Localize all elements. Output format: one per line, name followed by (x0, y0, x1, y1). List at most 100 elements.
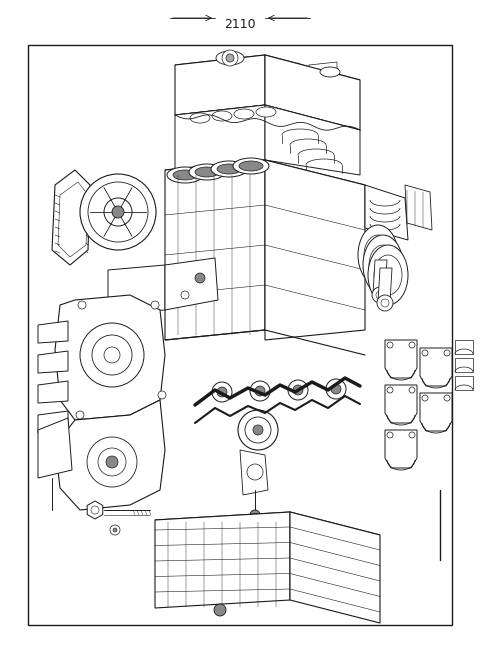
Ellipse shape (409, 342, 415, 348)
Ellipse shape (387, 342, 393, 348)
Polygon shape (175, 55, 360, 90)
Ellipse shape (217, 164, 241, 174)
Ellipse shape (409, 432, 415, 438)
Polygon shape (155, 512, 290, 608)
Ellipse shape (104, 347, 120, 363)
Polygon shape (455, 376, 473, 390)
Ellipse shape (363, 235, 403, 295)
Ellipse shape (80, 323, 144, 387)
Ellipse shape (226, 54, 234, 62)
Ellipse shape (409, 387, 415, 393)
Polygon shape (365, 185, 408, 240)
Polygon shape (52, 170, 90, 265)
Polygon shape (405, 185, 432, 230)
Polygon shape (265, 160, 365, 340)
Ellipse shape (444, 350, 450, 356)
Ellipse shape (255, 386, 265, 396)
Polygon shape (165, 160, 265, 340)
Ellipse shape (91, 506, 99, 514)
Ellipse shape (381, 299, 389, 307)
Ellipse shape (331, 384, 341, 394)
Ellipse shape (110, 525, 120, 535)
Polygon shape (420, 348, 452, 386)
Polygon shape (55, 295, 165, 420)
Text: 2110: 2110 (224, 18, 256, 32)
Ellipse shape (293, 385, 303, 395)
Polygon shape (38, 411, 68, 433)
Polygon shape (378, 268, 392, 303)
Ellipse shape (377, 295, 393, 311)
Ellipse shape (320, 67, 340, 77)
Polygon shape (265, 105, 360, 175)
Polygon shape (58, 182, 88, 257)
Ellipse shape (76, 411, 84, 419)
Polygon shape (265, 55, 360, 130)
Ellipse shape (78, 301, 86, 309)
Polygon shape (55, 400, 165, 510)
Polygon shape (195, 65, 223, 77)
Ellipse shape (190, 113, 210, 123)
Polygon shape (385, 340, 417, 378)
Polygon shape (455, 340, 473, 354)
Ellipse shape (233, 158, 269, 174)
Ellipse shape (173, 170, 197, 180)
Polygon shape (155, 512, 380, 543)
Polygon shape (420, 393, 452, 431)
Ellipse shape (374, 255, 402, 295)
Ellipse shape (387, 432, 393, 438)
Polygon shape (175, 55, 265, 115)
Ellipse shape (195, 167, 219, 177)
Ellipse shape (112, 206, 124, 218)
Ellipse shape (250, 510, 260, 520)
Ellipse shape (98, 448, 126, 476)
Ellipse shape (444, 395, 450, 401)
Ellipse shape (364, 235, 392, 275)
Polygon shape (108, 265, 165, 315)
Ellipse shape (239, 161, 263, 171)
Ellipse shape (358, 225, 398, 285)
Polygon shape (28, 45, 452, 625)
Ellipse shape (217, 387, 227, 397)
Ellipse shape (238, 410, 278, 450)
Ellipse shape (234, 109, 254, 119)
Ellipse shape (80, 174, 156, 250)
Ellipse shape (222, 50, 238, 66)
Ellipse shape (422, 350, 428, 356)
Polygon shape (165, 160, 365, 195)
Polygon shape (385, 385, 417, 423)
Polygon shape (87, 501, 103, 519)
Ellipse shape (245, 417, 271, 443)
Ellipse shape (376, 291, 384, 299)
Polygon shape (309, 62, 337, 74)
Ellipse shape (214, 604, 226, 616)
Ellipse shape (422, 395, 428, 401)
Ellipse shape (189, 164, 225, 180)
Ellipse shape (372, 287, 388, 303)
Ellipse shape (288, 380, 308, 400)
Ellipse shape (167, 167, 203, 183)
Ellipse shape (58, 356, 66, 364)
Polygon shape (271, 63, 299, 75)
Ellipse shape (151, 301, 159, 309)
Polygon shape (38, 381, 68, 403)
Ellipse shape (195, 273, 205, 283)
Polygon shape (290, 512, 380, 623)
Ellipse shape (87, 437, 137, 487)
Ellipse shape (211, 161, 247, 177)
Ellipse shape (158, 391, 166, 399)
Polygon shape (373, 260, 387, 295)
Polygon shape (233, 64, 261, 76)
Ellipse shape (181, 291, 189, 299)
Ellipse shape (256, 107, 276, 117)
Ellipse shape (250, 381, 270, 401)
Ellipse shape (104, 198, 132, 226)
Ellipse shape (253, 425, 263, 435)
Polygon shape (455, 358, 473, 372)
Polygon shape (175, 105, 360, 140)
Ellipse shape (369, 245, 397, 285)
Ellipse shape (387, 387, 393, 393)
Ellipse shape (368, 245, 408, 305)
Ellipse shape (212, 111, 232, 121)
Polygon shape (385, 430, 417, 468)
Ellipse shape (216, 51, 244, 65)
